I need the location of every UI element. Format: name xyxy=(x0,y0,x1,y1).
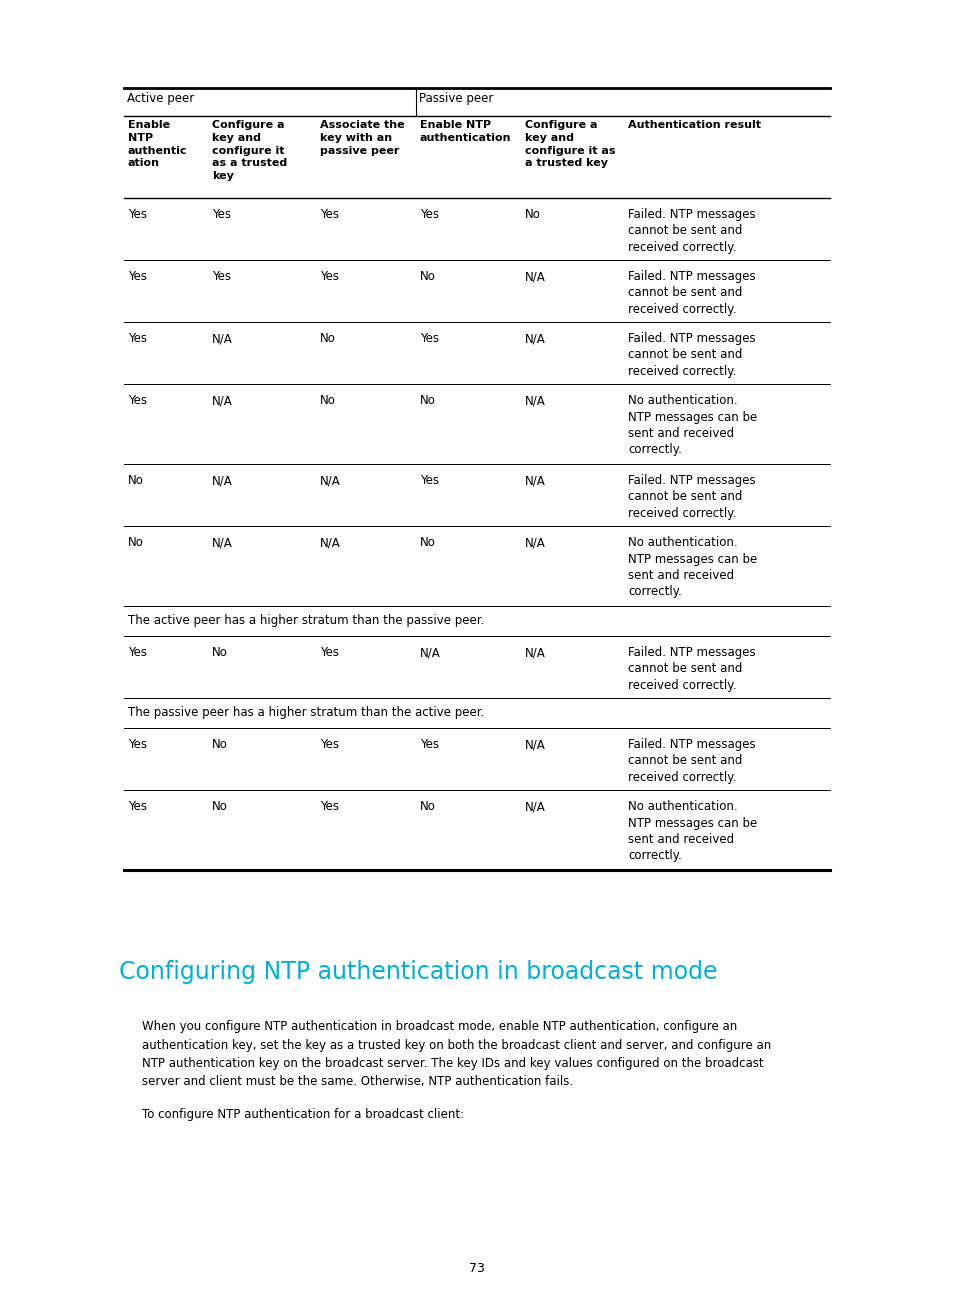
Text: No: No xyxy=(419,270,436,283)
Text: N/A: N/A xyxy=(524,332,545,345)
Text: Active peer: Active peer xyxy=(127,92,194,105)
Text: No authentication.
NTP messages can be
sent and received
correctly.: No authentication. NTP messages can be s… xyxy=(627,800,757,863)
Text: No: No xyxy=(524,207,540,222)
Text: N/A: N/A xyxy=(524,800,545,813)
Text: Passive peer: Passive peer xyxy=(418,92,493,105)
Text: Enable NTP
authentication: Enable NTP authentication xyxy=(419,121,511,143)
Text: No: No xyxy=(419,800,436,813)
Text: Yes: Yes xyxy=(419,332,438,345)
Text: Yes: Yes xyxy=(212,270,231,283)
Text: Failed. NTP messages
cannot be sent and
received correctly.: Failed. NTP messages cannot be sent and … xyxy=(627,645,755,692)
Text: Failed. NTP messages
cannot be sent and
received correctly.: Failed. NTP messages cannot be sent and … xyxy=(627,737,755,784)
Text: Yes: Yes xyxy=(419,207,438,222)
Text: No authentication.
NTP messages can be
sent and received
correctly.: No authentication. NTP messages can be s… xyxy=(627,537,757,599)
Text: The passive peer has a higher stratum than the active peer.: The passive peer has a higher stratum th… xyxy=(128,706,484,719)
Text: No: No xyxy=(419,394,436,407)
Text: Yes: Yes xyxy=(419,474,438,487)
Text: N/A: N/A xyxy=(319,474,340,487)
Text: Yes: Yes xyxy=(319,270,338,283)
Text: N/A: N/A xyxy=(524,537,545,550)
Text: N/A: N/A xyxy=(319,537,340,550)
Text: When you configure NTP authentication in broadcast mode, enable NTP authenticati: When you configure NTP authentication in… xyxy=(142,1020,770,1089)
Text: Yes: Yes xyxy=(128,394,147,407)
Text: N/A: N/A xyxy=(524,270,545,283)
Text: Yes: Yes xyxy=(128,800,147,813)
Text: N/A: N/A xyxy=(212,394,233,407)
Text: No: No xyxy=(419,537,436,550)
Text: No: No xyxy=(212,737,228,750)
Text: N/A: N/A xyxy=(524,645,545,658)
Text: No: No xyxy=(212,800,228,813)
Text: Yes: Yes xyxy=(419,737,438,750)
Text: 73: 73 xyxy=(469,1262,484,1275)
Text: N/A: N/A xyxy=(524,474,545,487)
Text: Configure a
key and
configure it as
a trusted key: Configure a key and configure it as a tr… xyxy=(524,121,615,168)
Text: No: No xyxy=(128,474,144,487)
Text: N/A: N/A xyxy=(524,394,545,407)
Text: No: No xyxy=(319,394,335,407)
Text: Failed. NTP messages
cannot be sent and
received correctly.: Failed. NTP messages cannot be sent and … xyxy=(627,207,755,254)
Text: Yes: Yes xyxy=(128,737,147,750)
Text: Yes: Yes xyxy=(128,270,147,283)
Text: Yes: Yes xyxy=(319,737,338,750)
Text: Enable
NTP
authentic
ation: Enable NTP authentic ation xyxy=(128,121,188,168)
Text: The active peer has a higher stratum than the passive peer.: The active peer has a higher stratum tha… xyxy=(128,614,484,627)
Text: No authentication.
NTP messages can be
sent and received
correctly.: No authentication. NTP messages can be s… xyxy=(627,394,757,456)
Text: Yes: Yes xyxy=(128,332,147,345)
Text: N/A: N/A xyxy=(212,474,233,487)
Text: Yes: Yes xyxy=(212,207,231,222)
Text: To configure NTP authentication for a broadcast client:: To configure NTP authentication for a br… xyxy=(142,1108,464,1121)
Text: Configuring NTP authentication in broadcast mode: Configuring NTP authentication in broadc… xyxy=(119,960,717,984)
Text: Yes: Yes xyxy=(128,207,147,222)
Text: Yes: Yes xyxy=(319,800,338,813)
Text: No: No xyxy=(212,645,228,658)
Text: Failed. NTP messages
cannot be sent and
received correctly.: Failed. NTP messages cannot be sent and … xyxy=(627,270,755,316)
Text: Yes: Yes xyxy=(319,207,338,222)
Text: No: No xyxy=(319,332,335,345)
Text: N/A: N/A xyxy=(212,332,233,345)
Text: N/A: N/A xyxy=(524,737,545,750)
Text: Failed. NTP messages
cannot be sent and
received correctly.: Failed. NTP messages cannot be sent and … xyxy=(627,332,755,378)
Text: N/A: N/A xyxy=(212,537,233,550)
Text: No: No xyxy=(128,537,144,550)
Text: Failed. NTP messages
cannot be sent and
received correctly.: Failed. NTP messages cannot be sent and … xyxy=(627,474,755,520)
Text: Yes: Yes xyxy=(319,645,338,658)
Text: Authentication result: Authentication result xyxy=(627,121,760,130)
Text: N/A: N/A xyxy=(419,645,440,658)
Text: Configure a
key and
configure it
as a trusted
key: Configure a key and configure it as a tr… xyxy=(212,121,287,181)
Text: Associate the
key with an
passive peer: Associate the key with an passive peer xyxy=(319,121,404,156)
Text: Yes: Yes xyxy=(128,645,147,658)
